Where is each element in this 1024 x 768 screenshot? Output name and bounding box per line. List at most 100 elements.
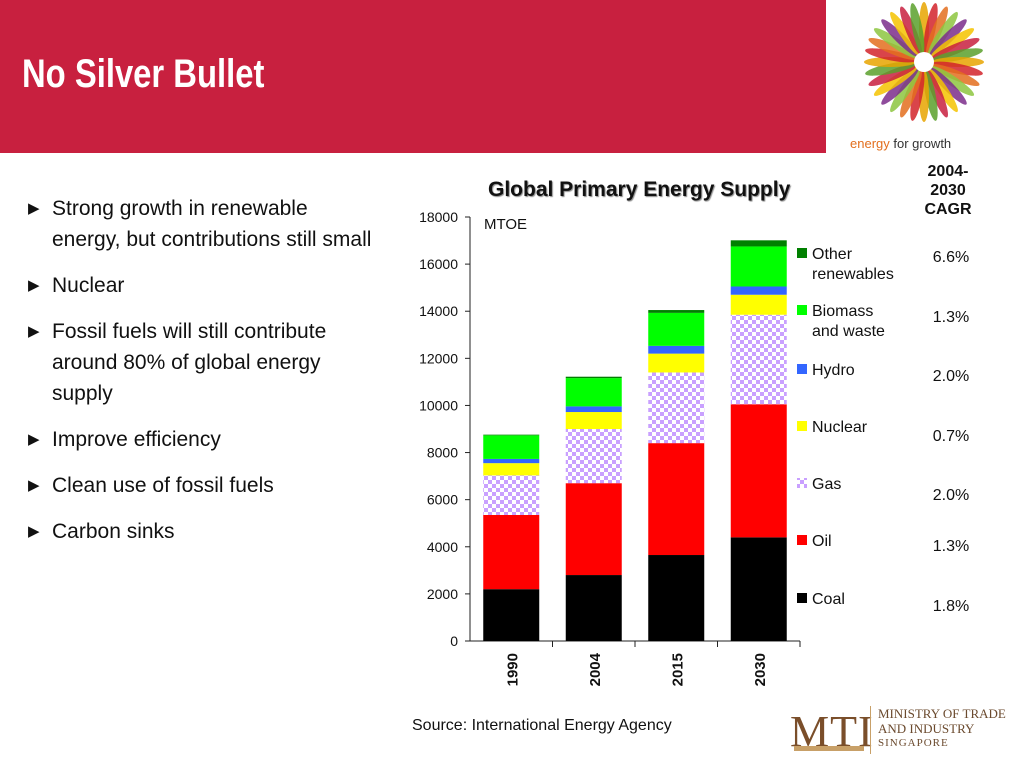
logo-petal (926, 6, 948, 55)
bar-segment (565, 376, 622, 379)
y-tick-label: 16000 (419, 256, 458, 272)
bar-segment (648, 345, 705, 354)
y-tick-label: 18000 (419, 209, 458, 225)
y-axis-label: MTOE (484, 216, 527, 233)
legend-label: renewables (812, 266, 894, 283)
chart-title: Global Primary Energy Supply (488, 178, 791, 201)
bar-segment (483, 463, 540, 476)
bullet-arrow-icon: ▶ (28, 477, 40, 494)
bar-segment (730, 240, 787, 247)
energy-for-growth-logo: energy for growth (826, 0, 1024, 158)
bar-segment (648, 353, 705, 373)
legend-label: and waste (812, 323, 885, 340)
legend-label: Coal (812, 591, 845, 608)
logo-center (914, 52, 934, 72)
y-tick-label: 12000 (419, 350, 458, 366)
bullet-item: ▶ Clean use of fossil fuels (28, 470, 378, 501)
legend-swatch (797, 364, 807, 374)
logo-petal (923, 3, 938, 55)
cagr-value: 1.3% (933, 538, 969, 555)
bar-segment (565, 429, 622, 484)
mti-logo: MTI MINISTRY OF TRADE AND INDUSTRY SINGA… (790, 704, 1010, 756)
legend-swatch (797, 478, 807, 488)
legend-label: Hydro (812, 362, 855, 379)
y-tick-label: 14000 (419, 303, 458, 319)
bullet-arrow-icon: ▶ (28, 277, 40, 294)
cagr-value: 2.0% (933, 487, 969, 504)
y-tick-label: 2000 (427, 586, 458, 602)
bar-segment (730, 286, 787, 295)
cagr-value: 1.3% (933, 309, 969, 326)
bar-segment (648, 555, 705, 641)
mti-underline (794, 746, 864, 751)
bar-segment (730, 294, 787, 315)
y-tick-label: 4000 (427, 539, 458, 555)
x-tick-label: 2015 (669, 653, 686, 686)
mti-name: MINISTRY OF TRADE AND INDUSTRY SINGAPORE (878, 706, 1006, 749)
legend-label: Other (812, 246, 853, 263)
logo-petal (868, 38, 917, 60)
cagr-value: 1.8% (933, 598, 969, 615)
legend-swatch (797, 248, 807, 258)
bar-segment (730, 314, 787, 405)
bullet-arrow-icon: ▶ (28, 323, 40, 340)
bar-segment (483, 475, 540, 515)
legend-swatch (797, 421, 807, 431)
slide-title: No Silver Bullet (22, 52, 265, 96)
bar-segment (565, 378, 622, 407)
legend-swatch (797, 535, 807, 545)
logo-petal (865, 48, 917, 63)
flower-logo-icon (864, 2, 984, 122)
bar-segment (730, 246, 787, 287)
bullet-item: ▶ Improve efficiency (28, 424, 378, 455)
bullet-list: ▶ Strong growth in renewable energy, but … (28, 193, 378, 562)
bar-segment (648, 312, 705, 346)
cagr-header: 2004- 2030 CAGR (924, 163, 972, 218)
bar-segment (483, 514, 540, 590)
bullet-item: ▶ Carbon sinks (28, 516, 378, 547)
mti-divider (870, 706, 871, 754)
logo-petal (931, 64, 980, 86)
legend-label: Gas (812, 476, 841, 493)
bullet-arrow-icon: ▶ (28, 523, 40, 540)
bullet-item: ▶ Nuclear (28, 270, 378, 301)
cagr-value: 0.7% (933, 428, 969, 445)
bullet-arrow-icon: ▶ (28, 200, 40, 217)
bar-segment (648, 310, 705, 313)
bar-segment (565, 412, 622, 429)
bar-segment (648, 372, 705, 444)
legend-label: Nuclear (812, 419, 868, 436)
logo-petal (910, 69, 925, 121)
legend-label: Biomass (812, 303, 873, 320)
bar-segment (565, 406, 622, 413)
x-tick-label: 1990 (504, 653, 521, 686)
y-tick-label: 10000 (419, 397, 458, 413)
y-tick-label: 0 (450, 633, 458, 649)
y-tick-label: 6000 (427, 492, 458, 508)
logo-petal (931, 61, 983, 76)
cagr-value: 6.6% (933, 249, 969, 266)
legend-label: Oil (812, 533, 832, 550)
bar-segment (483, 435, 540, 459)
x-tick-label: 2004 (587, 652, 604, 686)
bullet-item: ▶ Fossil fuels will still contribute arou… (28, 316, 378, 409)
logo-petal (900, 69, 922, 118)
bar-segment (483, 458, 540, 464)
legend-swatch (797, 593, 807, 603)
bar-segment (730, 537, 787, 641)
bar-segment (648, 443, 705, 556)
bullet-item: ▶ Strong growth in renewable energy, but … (28, 193, 378, 255)
legend-swatch (797, 305, 807, 315)
source-note: Source: International Energy Agency (412, 717, 672, 734)
bar-segment (565, 483, 622, 576)
logo-petal (910, 3, 925, 55)
bullet-arrow-icon: ▶ (28, 431, 40, 448)
x-tick-label: 2030 (752, 653, 769, 686)
cagr-value: 2.0% (933, 368, 969, 385)
bar-segment (730, 404, 787, 538)
bar-segment (565, 575, 622, 641)
bar-segment (483, 589, 540, 641)
logo-caption: energy for growth (850, 136, 952, 151)
y-tick-label: 8000 (427, 445, 458, 461)
